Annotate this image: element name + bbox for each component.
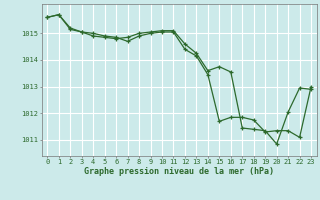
X-axis label: Graphe pression niveau de la mer (hPa): Graphe pression niveau de la mer (hPa) [84,167,274,176]
